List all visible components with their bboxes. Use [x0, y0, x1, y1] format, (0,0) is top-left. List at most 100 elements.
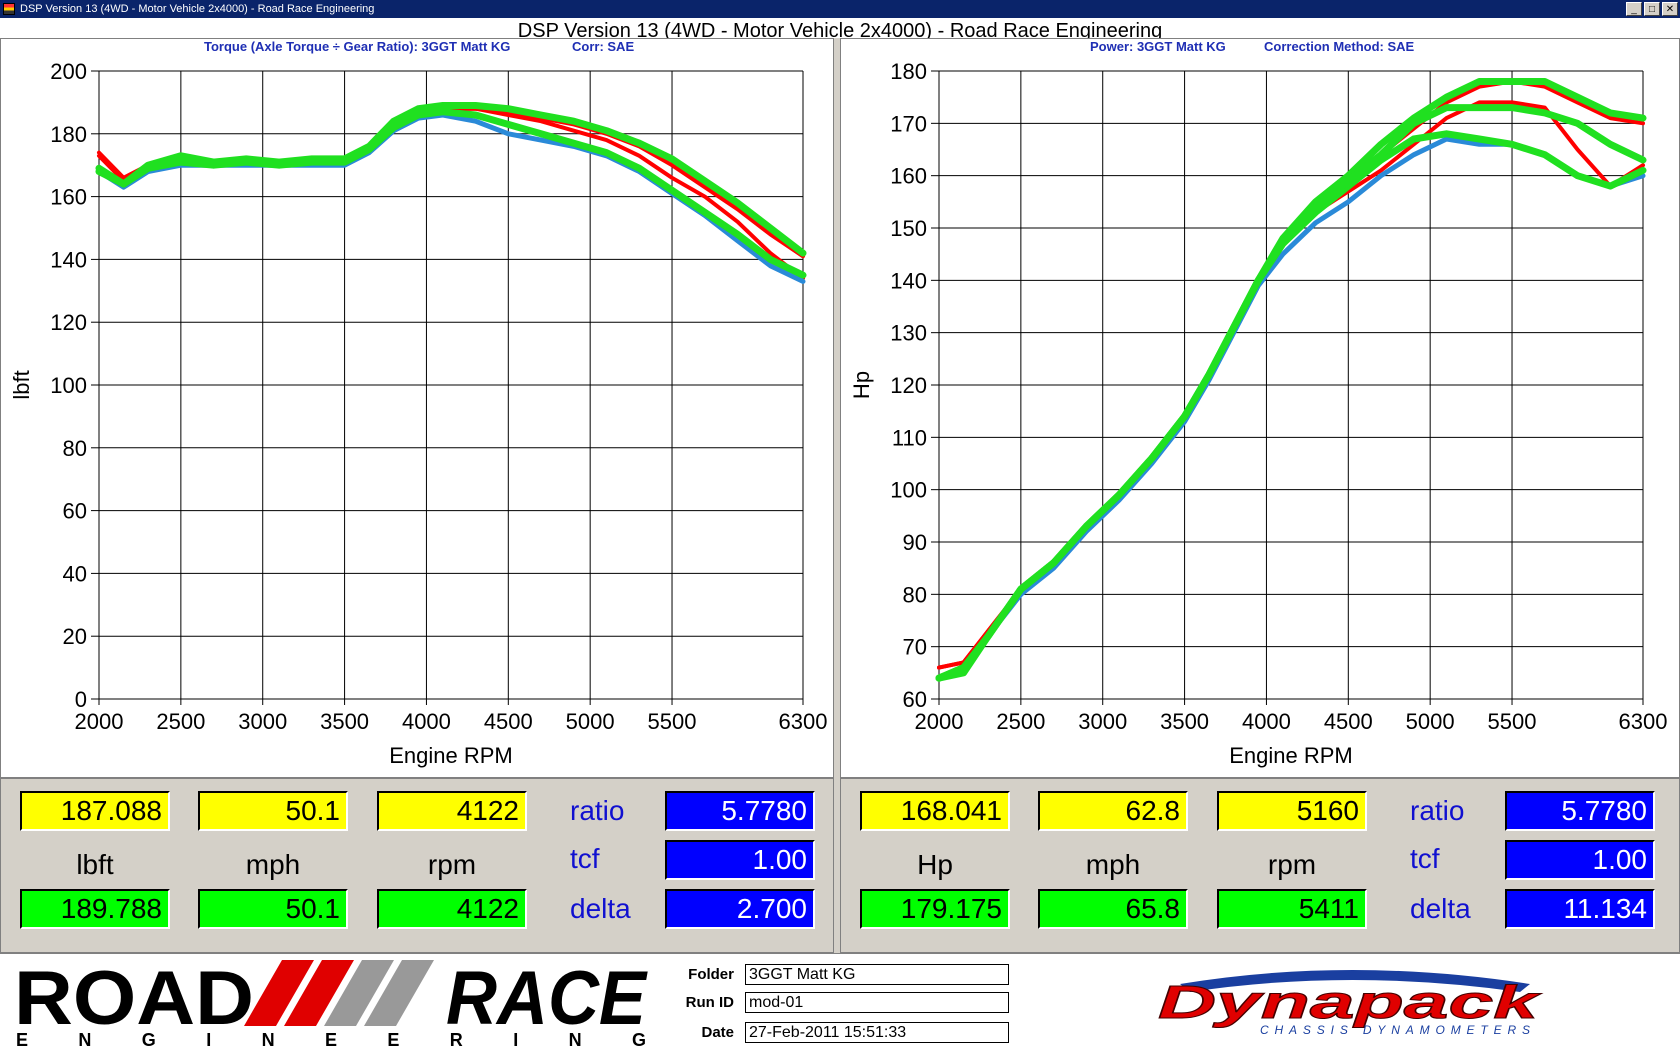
rpm-cursor-value: 4122 — [377, 791, 527, 831]
rpm-peak-value: 5411 — [1217, 889, 1367, 929]
y-tick-label: 80 — [63, 436, 87, 461]
speed-unit-label: mph — [1085, 849, 1141, 880]
y-tick-label: 160 — [890, 164, 927, 189]
x-tick-label: 3000 — [238, 709, 287, 734]
speed-unit-label: mph — [245, 849, 301, 880]
x-tick-label: 4000 — [1242, 709, 1291, 734]
torque-cursor-value: 187.088 — [20, 791, 170, 831]
minimize-button[interactable]: _ — [1626, 2, 1642, 16]
series-line-3 — [936, 136, 1646, 681]
y-tick-label: 140 — [50, 247, 87, 272]
y-tick-label: 160 — [50, 185, 87, 210]
power-chart-panel: Power: 3GGT Matt KG Correction Method: S… — [840, 38, 1680, 778]
x-tick-label: 5500 — [1488, 709, 1537, 734]
runid-field[interactable]: mod-01 — [745, 992, 1009, 1013]
window-title: DSP Version 13 (4WD - Motor Vehicle 2x40… — [20, 3, 375, 15]
series-line-4 — [95, 102, 807, 257]
power-readout-panel: 168.041 62.8 5160 Hp mph rpm 179.175 65.… — [840, 778, 1680, 953]
y-tick-label: 20 — [63, 624, 87, 649]
y-tick-label: 150 — [890, 216, 927, 241]
logo-stripe-red — [244, 960, 314, 1026]
y-tick-label: 0 — [75, 687, 87, 712]
x-tick-label: 5000 — [1406, 709, 1455, 734]
series-line-6 — [935, 104, 1647, 682]
runid-label: Run ID — [685, 994, 734, 1011]
x-axis-label: Engine RPM — [1229, 743, 1353, 768]
y-tick-label: 170 — [890, 111, 927, 136]
y-tick-label: 120 — [50, 310, 87, 335]
torque-chart-correction: Corr: SAE — [572, 39, 635, 54]
dynapack-logo: Dynapack CHASSIS DYNAMOMETERS — [1158, 970, 1543, 1037]
y-tick-label: 90 — [903, 530, 927, 555]
x-tick-label: 2500 — [996, 709, 1045, 734]
tcf-label: tcf — [570, 843, 600, 874]
folder-field[interactable]: 3GGT Matt KG — [745, 964, 1009, 985]
y-tick-label: 200 — [50, 59, 87, 84]
logo-swoosh — [1180, 970, 1530, 992]
road-race-engineering-logo: ROAD RACE ENGINEERING — [14, 958, 648, 1048]
speed-cursor-value: 50.1 — [198, 791, 348, 831]
delta-value: 11.134 — [1505, 889, 1655, 929]
speed-peak-value: 50.1 — [198, 889, 348, 929]
delta-label: delta — [570, 893, 631, 924]
x-tick-label: 6300 — [779, 709, 828, 734]
x-tick-label: 2000 — [915, 709, 964, 734]
y-tick-label: 180 — [890, 59, 927, 84]
power-cursor-value: 168.041 — [860, 791, 1010, 831]
x-tick-label: 4500 — [484, 709, 533, 734]
main-title: DSP Version 13 (4WD - Motor Vehicle 2x40… — [0, 18, 1680, 38]
tcf-label: tcf — [1410, 843, 1440, 874]
y-tick-label: 130 — [890, 321, 927, 346]
y-tick-label: 110 — [892, 425, 927, 450]
x-tick-label: 6300 — [1619, 709, 1668, 734]
ratio-value: 5.7780 — [1505, 791, 1655, 831]
date-field[interactable]: 27-Feb-2011 15:51:33 — [745, 1022, 1009, 1043]
y-tick-label: 60 — [903, 687, 927, 712]
window-titlebar[interactable]: DSP Version 13 (4WD - Motor Vehicle 2x40… — [0, 0, 1680, 18]
x-tick-label: 2500 — [156, 709, 205, 734]
delta-label: delta — [1410, 893, 1471, 924]
maximize-button[interactable]: □ — [1644, 2, 1660, 16]
power-chart-subtitle: Power: 3GGT Matt KG — [1090, 39, 1226, 54]
x-axis-label: Engine RPM — [389, 743, 513, 768]
power-peak-value: 179.175 — [860, 889, 1010, 929]
x-tick-label: 4000 — [402, 709, 451, 734]
ratio-value: 5.7780 — [665, 791, 815, 831]
speed-peak-value: 65.8 — [1038, 889, 1188, 929]
y-tick-label: 180 — [50, 122, 87, 147]
y-tick-label: 80 — [903, 582, 927, 607]
x-tick-label: 3000 — [1078, 709, 1127, 734]
torque-chart-panel: Torque (Axle Torque ÷ Gear Ratio): 3GGT … — [0, 38, 834, 778]
rpm-cursor-value: 5160 — [1217, 791, 1367, 831]
rpm-unit-label: rpm — [1267, 849, 1317, 880]
torque-chart-subtitle: Torque (Axle Torque ÷ Gear Ratio): 3GGT … — [204, 39, 511, 54]
torque-chart: 2000 2500 3000 3500 4000 4500 5000 5500 6300 0 20 4… — [9, 59, 828, 768]
series-line-2 — [97, 106, 805, 259]
power-unit-label: Hp — [917, 849, 953, 880]
series-line-5 — [95, 108, 807, 279]
y-axis-label: Hp — [849, 371, 874, 399]
series-line-5 — [935, 130, 1647, 682]
power-chart-correction: Correction Method: SAE — [1264, 39, 1415, 54]
tcf-value: 1.00 — [1505, 840, 1655, 880]
logo-stripe-red — [284, 960, 354, 1026]
close-button[interactable]: ✕ — [1662, 2, 1678, 16]
series-line-3 — [96, 112, 806, 284]
y-tick-label: 100 — [890, 478, 927, 503]
logo-dynapack-text: Dynapack — [1158, 976, 1542, 1028]
y-tick-label: 60 — [63, 499, 87, 524]
x-tick-label: 4500 — [1324, 709, 1373, 734]
torque-peak-value: 189.788 — [20, 889, 170, 929]
power-chart: 2000 2500 3000 3500 4000 4500 5000 5500 6300 60 70… — [849, 59, 1668, 768]
series-line-2 — [937, 79, 1645, 670]
x-tick-label: 5000 — [566, 709, 615, 734]
x-tick-label: 5500 — [648, 709, 697, 734]
logo-road-text: ROAD — [14, 958, 254, 1041]
torque-unit-label: lbft — [76, 849, 114, 880]
ratio-label: ratio — [1410, 795, 1465, 826]
logo-stripe-grey — [364, 960, 434, 1026]
x-tick-label: 3500 — [1160, 709, 1209, 734]
delta-value: 2.700 — [665, 889, 815, 929]
tcf-value: 1.00 — [665, 840, 815, 880]
rpm-peak-value: 4122 — [377, 889, 527, 929]
